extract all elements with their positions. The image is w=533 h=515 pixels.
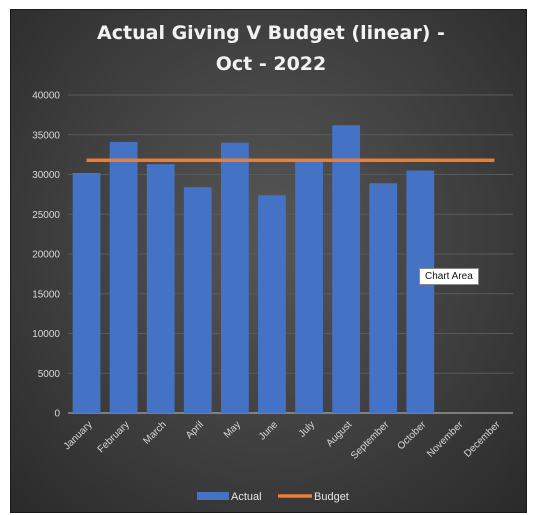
bar-may — [220, 142, 249, 413]
y-tick-label: 35000 — [32, 130, 60, 141]
y-tick-label: 40000 — [32, 91, 60, 102]
y-tick-label: 10000 — [32, 329, 60, 340]
legend: Actual Budget — [197, 491, 349, 503]
x-tick-label: September — [349, 419, 392, 462]
bar-june — [258, 195, 286, 413]
x-tick-label: December — [462, 419, 503, 460]
x-tick-label: June — [257, 419, 280, 442]
x-tick-label: April — [184, 419, 206, 441]
legend-label-budget: Budget — [314, 491, 349, 503]
x-axis-labels: January February March April May June July Augu… — [62, 419, 503, 462]
bar-january — [72, 172, 101, 413]
legend-swatch-actual — [197, 492, 229, 500]
x-tick-label: January — [62, 419, 95, 452]
y-tick-label: 5000 — [38, 369, 61, 380]
x-tick-label: October — [395, 419, 428, 452]
x-tick-label: May — [222, 419, 243, 440]
bars-actual — [72, 125, 435, 414]
y-tick-label: 25000 — [32, 210, 60, 221]
x-tick-label: July — [297, 419, 317, 439]
y-tick-label: 0 — [54, 409, 60, 420]
y-tick-label: 15000 — [32, 289, 60, 300]
bar-march — [146, 164, 175, 413]
bar-july — [295, 161, 323, 413]
bar-september — [369, 183, 398, 413]
chart-title-line-2: Oct - 2022 — [216, 53, 327, 75]
x-tick-label: February — [96, 419, 132, 455]
bar-august — [332, 125, 361, 414]
y-tick-label: 20000 — [32, 250, 60, 261]
x-tick-label: November — [425, 419, 466, 460]
y-tick-label: 30000 — [32, 170, 60, 181]
chart-area-tooltip: Chart Area — [419, 268, 479, 285]
legend-label-actual: Actual — [231, 491, 262, 503]
chart-title-line-1: Actual Giving V Budget (linear) - — [97, 22, 445, 44]
bar-february — [109, 141, 138, 413]
bar-october — [406, 170, 435, 413]
y-axis-ticks: 0 5000 10000 15000 20000 25000 30000 35000 40000 — [32, 91, 60, 420]
gridlines — [68, 94, 513, 414]
bar-april — [183, 187, 212, 413]
x-tick-label: August — [324, 419, 354, 449]
x-tick-label: March — [141, 419, 168, 446]
